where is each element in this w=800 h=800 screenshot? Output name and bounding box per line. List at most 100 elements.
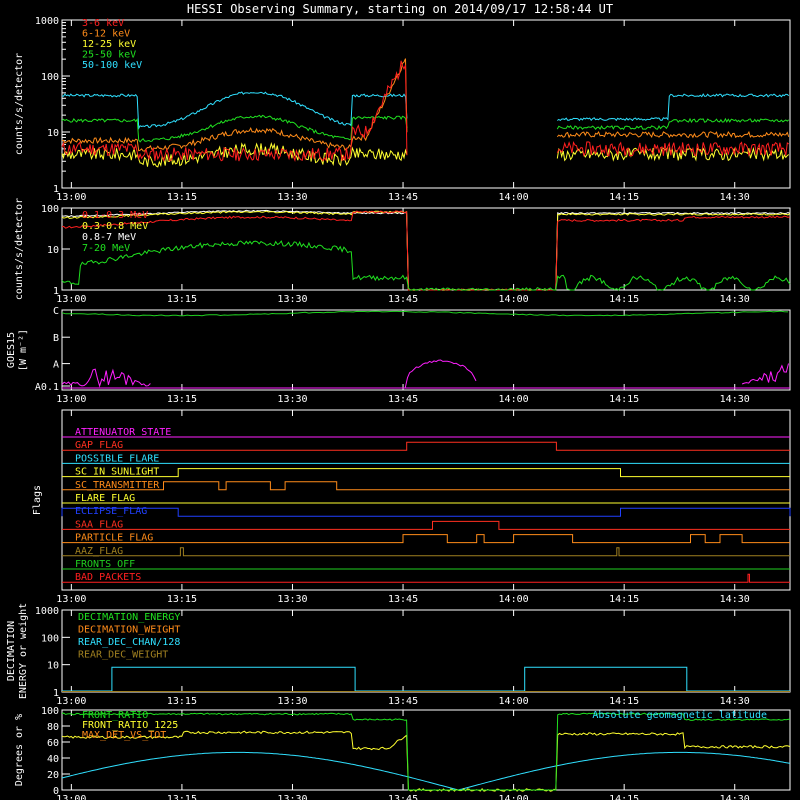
series-6-12kev <box>61 58 408 152</box>
flag-label-GAP_FLAG: GAP_FLAG <box>75 440 123 451</box>
y-tick-label: A <box>53 360 59 371</box>
legend-3-6 keV: 3-6 keV <box>82 18 124 29</box>
y-tick-label: 40 <box>47 754 59 765</box>
panels: 13:00 13:15 13:30 13:45 14:00 14:15 14:3011010… <box>6 16 791 800</box>
panel2-ylabel2: [W m⁻²] <box>18 329 29 371</box>
time-tick-label: 13:30 <box>277 294 307 305</box>
series-50-100kev <box>61 91 408 131</box>
legend-0.1-0.3 MeV: 0.1-0.3 MeV <box>82 210 148 221</box>
y-tick-label: 100 <box>41 706 59 717</box>
time-tick-label: 13:15 <box>167 294 197 305</box>
time-tick-label: 13:30 <box>277 794 307 800</box>
time-tick-label: 14:00 <box>499 192 529 203</box>
goes-short-channel <box>61 368 151 388</box>
flag-label-SAA_FLAG: SAA_FLAG <box>75 519 123 530</box>
flag-label-FRONTS_OFF: FRONTS_OFF <box>75 559 135 570</box>
panel-3-frame <box>61 409 791 591</box>
legend-25-50 keV: 25-50 keV <box>82 50 136 61</box>
time-tick-label: 13:30 <box>277 594 307 605</box>
y-tick-label: 1 <box>53 286 59 297</box>
panel-2-frame <box>61 309 791 391</box>
time-tick-label: 13:15 <box>167 594 197 605</box>
time-tick-label: 14:15 <box>609 794 639 800</box>
y-tick-label: 10 <box>47 661 59 672</box>
figure-title: HESSI Observing Summary, starting on 201… <box>187 2 613 16</box>
time-tick-label: 13:00 <box>56 394 86 405</box>
y-tick-label: 1 <box>53 688 59 699</box>
time-tick-label: 14:15 <box>609 192 639 203</box>
legend-12-25 keV: 12-25 keV <box>82 39 136 50</box>
flag-line-ECLIPSE_FLAG <box>61 507 791 517</box>
flag-label-SC_IN_SUNLIGHT: SC_IN_SUNLIGHT <box>75 467 159 478</box>
flag-label-BAD_PACKETS: BAD_PACKETS <box>75 572 141 583</box>
panel4-ylabel2: ENERGY or weight <box>18 603 29 699</box>
series-6-12kev <box>556 130 790 139</box>
flag-label-FLARE_FLAG: FLARE_FLAG <box>75 493 135 504</box>
time-tick-label: 13:30 <box>277 696 307 707</box>
panel5-ylabel: Degrees or % <box>14 714 25 786</box>
time-tick-label: 13:45 <box>388 794 418 800</box>
panel-0-frame <box>61 19 791 189</box>
flag-line-AAZ_FLAG <box>62 547 790 557</box>
time-tick-label: 13:15 <box>167 794 197 800</box>
time-tick-label: 14:30 <box>720 192 750 203</box>
time-tick-label: 13:00 <box>56 294 86 305</box>
time-tick-label: 14:15 <box>609 696 639 707</box>
flag-line-SC_IN_SUNLIGHT <box>62 468 790 478</box>
front-ratio-line <box>61 712 790 791</box>
time-tick-label: 13:30 <box>277 192 307 203</box>
y-tick-label: 10 <box>47 245 59 256</box>
flag-line-PARTICLE_FLAG <box>62 534 790 544</box>
flag-label-SC_TRANSMITTER: SC_TRANSMITTER <box>75 480 160 491</box>
flag-line-BAD_PACKETS <box>62 573 790 583</box>
y-tick-label: 100 <box>41 633 59 644</box>
y-tick-label: 80 <box>47 722 59 733</box>
time-tick-label: 13:45 <box>388 696 418 707</box>
time-tick-label: 14:30 <box>720 594 750 605</box>
time-tick-label: 14:30 <box>720 794 750 800</box>
legend-DECIMATION_WEIGHT: DECIMATION_WEIGHT <box>78 625 180 636</box>
legend-7-20 MeV: 7-20 MeV <box>82 243 130 254</box>
series-25-50kev <box>61 114 408 143</box>
y-tick-label: 100 <box>41 204 59 215</box>
time-tick-label: 13:45 <box>388 192 418 203</box>
panel1-ylabel: counts/s/detector <box>14 198 25 300</box>
time-tick-label: 14:00 <box>499 294 529 305</box>
y-tick-label: 20 <box>47 770 59 781</box>
time-tick-label: 13:00 <box>56 794 86 800</box>
legend-50-100 keV: 50-100 keV <box>82 60 142 71</box>
panel4-ylabel: DECIMATION <box>6 621 17 681</box>
y-tick-label: C <box>53 306 59 317</box>
flag-line-SAA_FLAG <box>62 520 790 530</box>
flag-line-GAP_FLAG <box>62 441 790 451</box>
flag-label-PARTICLE_FLAG: PARTICLE_FLAG <box>75 533 153 544</box>
legend-REAR_DEC_CHAN/128: REAR_DEC_CHAN/128 <box>78 637 180 648</box>
time-tick-label: 14:30 <box>720 394 750 405</box>
y-tick-label: 1 <box>53 184 59 195</box>
panel2-ylabel: GOES15 <box>6 332 17 368</box>
time-tick-label: 13:45 <box>388 594 418 605</box>
time-tick-label: 14:00 <box>499 594 529 605</box>
flag-label-AAZ_FLAG: AAZ_FLAG <box>75 546 123 557</box>
goes-short-channel <box>741 363 789 385</box>
time-tick-label: 14:15 <box>609 594 639 605</box>
time-tick-label: 14:00 <box>499 794 529 800</box>
legend-0.8-7 MeV: 0.8-7 MeV <box>82 232 136 243</box>
legend-DECIMATION_ENERGY: DECIMATION_ENERGY <box>78 612 180 623</box>
time-tick-label: 13:30 <box>277 394 307 405</box>
time-tick-label: 13:45 <box>388 294 418 305</box>
goes-long-channel <box>61 310 789 317</box>
time-tick-label: 13:00 <box>56 594 86 605</box>
y-tick-label: 1000 <box>35 16 59 27</box>
time-tick-label: 13:00 <box>56 696 86 707</box>
legend-6-12 keV: 6-12 keV <box>82 29 130 40</box>
flag-line-SC_TRANSMITTER <box>62 481 790 491</box>
time-tick-label: 13:45 <box>388 394 418 405</box>
y-tick-label: 1000 <box>35 606 59 617</box>
time-tick-label: 14:00 <box>499 696 529 707</box>
y-tick-label: 10 <box>47 128 59 139</box>
y-tick-label: 60 <box>47 738 59 749</box>
y-tick-label: 100 <box>41 72 59 83</box>
legend-geomagnetic-latitude: Absolute geomagnetic latitude <box>592 710 767 721</box>
